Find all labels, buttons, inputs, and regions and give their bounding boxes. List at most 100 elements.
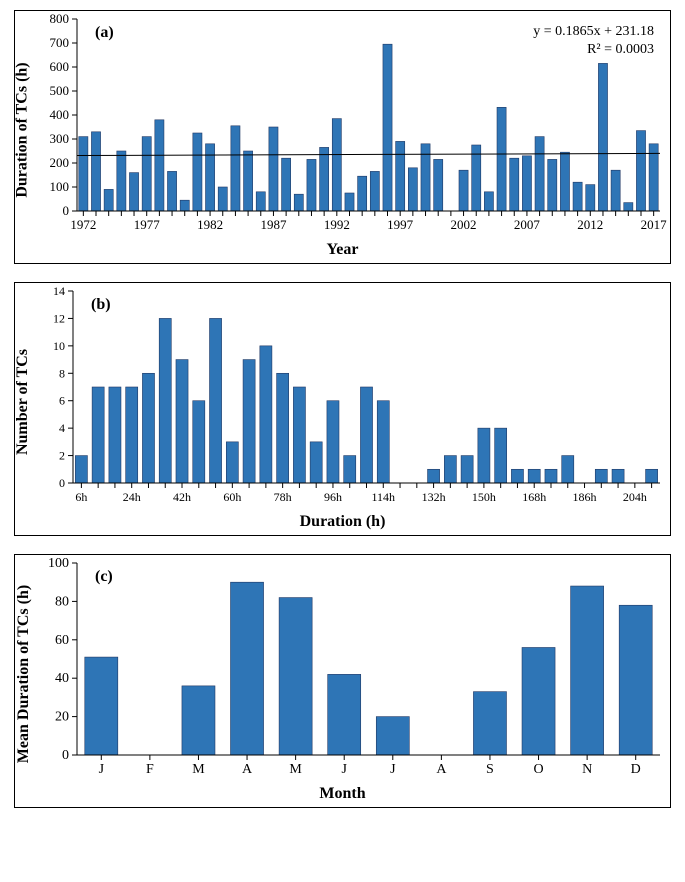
bar <box>511 469 523 483</box>
bar <box>129 173 138 211</box>
svg-text:80: 80 <box>55 594 69 609</box>
svg-text:100: 100 <box>48 556 69 571</box>
trend-r2: R² = 0.0003 <box>587 42 654 57</box>
bar <box>85 657 118 755</box>
svg-text:J: J <box>390 762 396 777</box>
svg-text:1997: 1997 <box>387 217 414 232</box>
svg-text:78h: 78h <box>274 490 292 504</box>
svg-text:D: D <box>631 762 641 777</box>
panel-a-xlabel: Year <box>327 241 359 259</box>
svg-text:N: N <box>582 762 592 777</box>
bar <box>182 686 215 755</box>
panel-b-chart: 024681012146h24h42h60h78h96h114h132h150h… <box>15 283 670 507</box>
bar <box>307 159 316 211</box>
svg-text:300: 300 <box>50 131 70 146</box>
svg-text:2002: 2002 <box>451 217 477 232</box>
bar <box>646 469 658 483</box>
bar <box>598 63 607 211</box>
bar <box>332 119 341 211</box>
svg-text:14: 14 <box>53 284 65 298</box>
panel-c-label: (c) <box>95 568 113 585</box>
svg-text:4: 4 <box>59 421 65 435</box>
panel-a: Duration of TCs (h) 01002003004005006007… <box>14 10 671 264</box>
bar <box>159 318 171 483</box>
svg-text:600: 600 <box>50 59 70 74</box>
svg-text:6h: 6h <box>75 490 87 504</box>
bar <box>360 387 372 483</box>
bar <box>260 346 272 483</box>
bar <box>586 185 595 211</box>
panel-c-chart: 020406080100JFMAMJJASOND(c) <box>15 555 670 779</box>
bar <box>142 137 151 211</box>
bar <box>193 133 202 211</box>
panel-b-xlabel: Duration (h) <box>300 513 386 531</box>
bar <box>142 373 154 483</box>
bar <box>595 469 607 483</box>
bar <box>345 193 354 211</box>
svg-text:500: 500 <box>50 83 70 98</box>
panel-c-ylabel: Mean Duration of TCs (h) <box>15 585 33 763</box>
bar <box>461 456 473 483</box>
bar <box>528 469 540 483</box>
svg-text:F: F <box>146 762 154 777</box>
bar <box>320 147 329 211</box>
bar <box>377 401 389 483</box>
svg-text:1987: 1987 <box>260 217 287 232</box>
bar <box>226 442 238 483</box>
svg-text:2: 2 <box>59 449 65 463</box>
bar <box>104 189 113 211</box>
bar <box>612 469 624 483</box>
bar <box>396 141 405 211</box>
bar <box>206 144 215 211</box>
panel-a-label: (a) <box>95 24 114 41</box>
bar <box>408 168 417 211</box>
bar <box>167 171 176 211</box>
svg-text:100: 100 <box>50 179 70 194</box>
bar <box>619 605 652 755</box>
bar <box>269 127 278 211</box>
svg-text:2017: 2017 <box>641 217 668 232</box>
bar <box>92 387 104 483</box>
bar <box>327 401 339 483</box>
bar <box>193 401 205 483</box>
panel-c-xlabel: Month <box>319 785 365 803</box>
svg-text:M: M <box>289 762 302 777</box>
trend-equation: y = 0.1865x + 231.18 <box>533 24 654 39</box>
bar <box>294 194 303 211</box>
svg-text:168h: 168h <box>522 490 546 504</box>
svg-text:0: 0 <box>59 476 65 490</box>
svg-text:A: A <box>436 762 447 777</box>
panel-a-ylabel: Duration of TCs (h) <box>14 62 32 197</box>
bar <box>293 387 305 483</box>
bar <box>472 145 481 211</box>
svg-text:60h: 60h <box>223 490 241 504</box>
bar <box>562 456 574 483</box>
panel-b-label: (b) <box>91 296 111 313</box>
bar <box>231 582 264 755</box>
bar <box>545 469 557 483</box>
svg-text:1977: 1977 <box>134 217 161 232</box>
bar <box>571 586 604 755</box>
bar <box>495 428 507 483</box>
trend-line <box>77 153 660 155</box>
bar <box>117 151 126 211</box>
bar <box>522 156 531 211</box>
bar <box>243 360 255 483</box>
svg-text:1992: 1992 <box>324 217 350 232</box>
panel-b: Number of TCs 024681012146h24h42h60h78h9… <box>14 282 671 536</box>
bar <box>244 151 253 211</box>
svg-text:1982: 1982 <box>197 217 223 232</box>
bar <box>176 360 188 483</box>
bar <box>444 456 456 483</box>
bar <box>636 131 645 211</box>
bar <box>459 170 468 211</box>
bar <box>180 200 189 211</box>
bar <box>611 170 620 211</box>
bar <box>383 44 392 211</box>
svg-text:J: J <box>341 762 347 777</box>
bar <box>218 187 227 211</box>
bar <box>358 176 367 211</box>
svg-text:40: 40 <box>55 671 69 686</box>
bar <box>548 159 557 211</box>
bar <box>155 120 164 211</box>
